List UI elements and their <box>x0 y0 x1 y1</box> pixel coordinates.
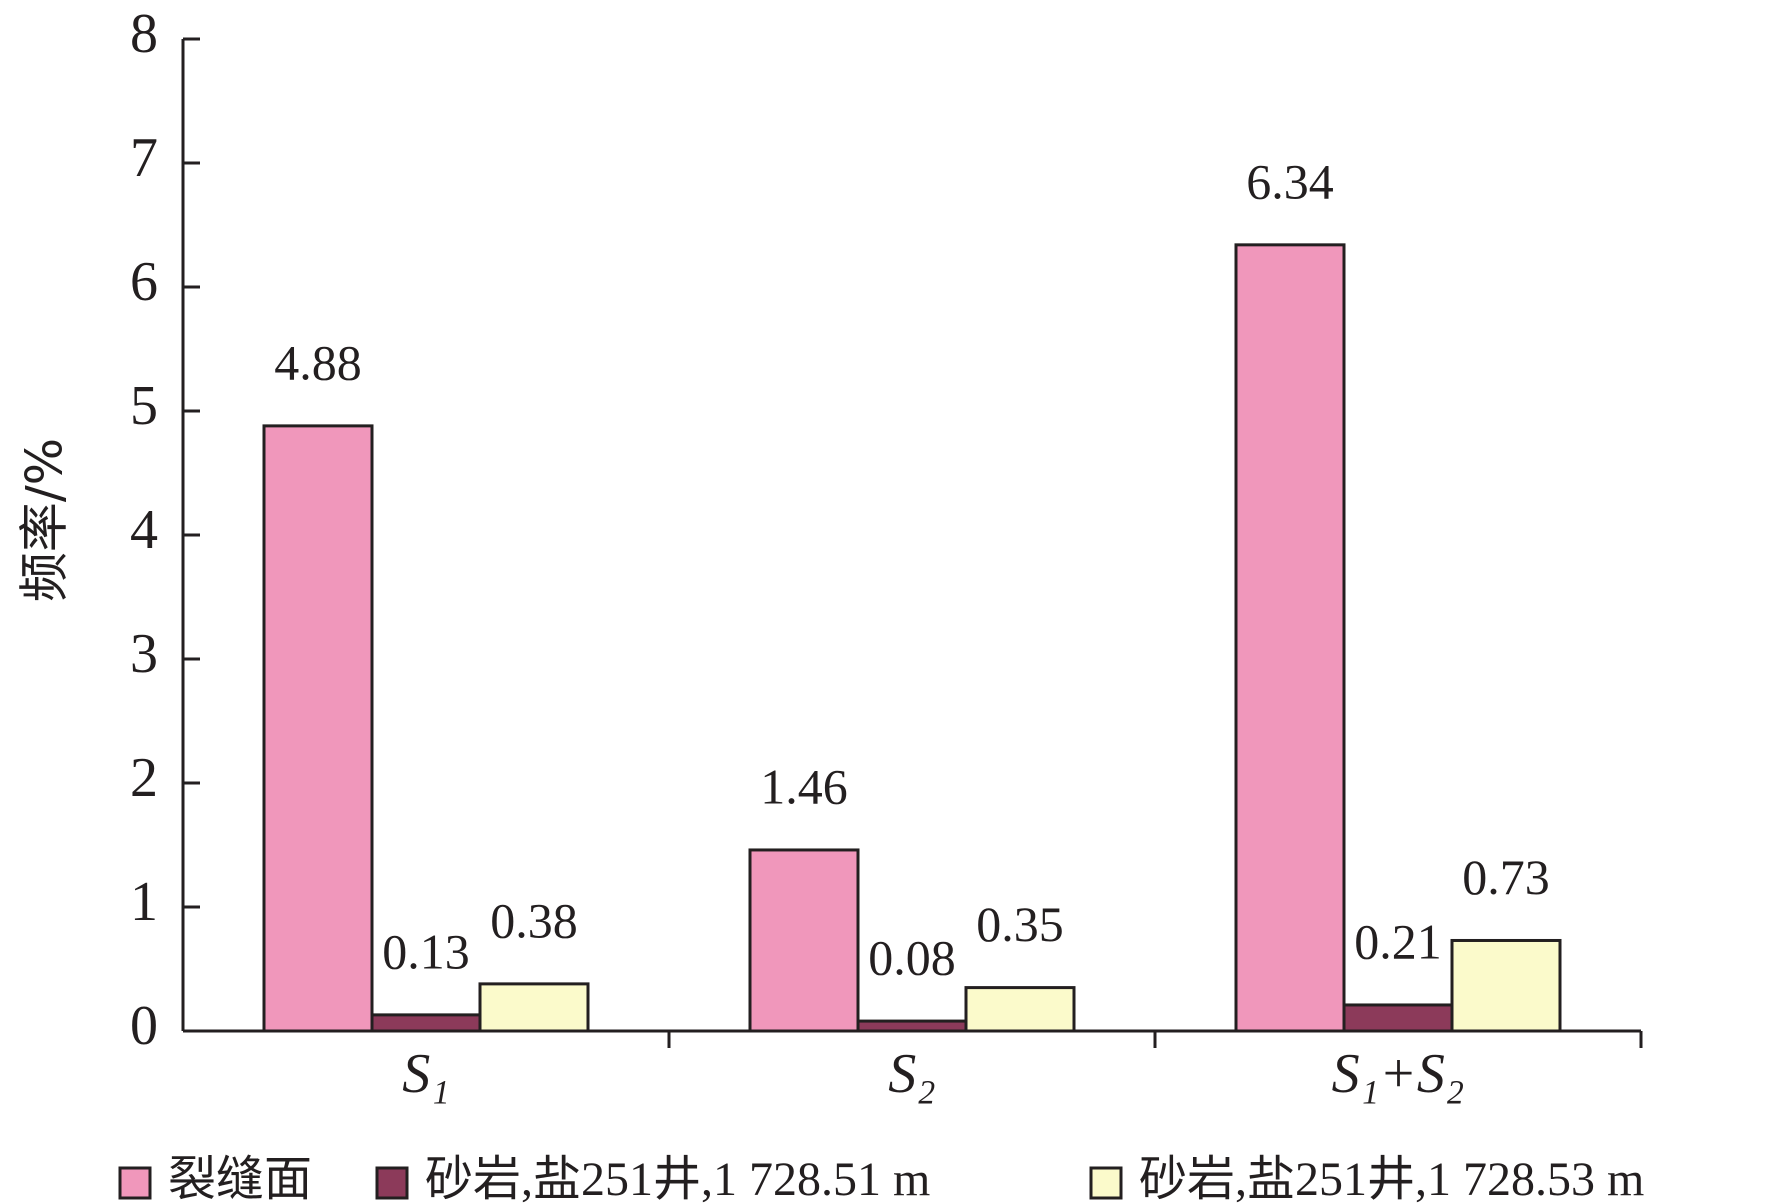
y-tick-label: 0 <box>130 995 158 1057</box>
x-tick-label: S₂ <box>888 1043 935 1105</box>
y-tick-label: 8 <box>130 3 158 65</box>
bar <box>748 848 860 1033</box>
y-tick-label: 3 <box>130 623 158 685</box>
legend-label: 砂岩,盐251井,1 728.53 m <box>1139 1153 1644 1204</box>
bar <box>1342 1003 1454 1033</box>
value-label: 0.21 <box>1354 913 1442 969</box>
bar <box>262 424 374 1033</box>
value-label: 0.38 <box>490 892 578 948</box>
y-tick-label: 5 <box>130 375 158 437</box>
bar <box>478 982 590 1033</box>
x-tick-label: S₁ <box>402 1043 449 1105</box>
y-tick-label: 6 <box>130 251 158 313</box>
y-axis-label: 频率/% <box>16 438 74 602</box>
y-tick-label: 7 <box>130 127 158 189</box>
value-label: 0.08 <box>868 930 956 986</box>
y-tick-label: 4 <box>130 499 158 561</box>
legend-swatch <box>1089 1166 1123 1200</box>
y-tick-label: 2 <box>130 747 158 809</box>
value-label: 0.73 <box>1462 849 1550 905</box>
bar <box>370 1013 482 1033</box>
value-label: 1.46 <box>760 758 848 814</box>
legend-label: 砂岩,盐251井,1 728.51 m <box>425 1153 930 1204</box>
bar <box>964 986 1076 1033</box>
value-label: 0.13 <box>382 923 470 979</box>
value-label: 6.34 <box>1246 153 1334 209</box>
x-tick-label: S₁+S₂ <box>1332 1043 1465 1105</box>
bar <box>1234 243 1346 1033</box>
bar <box>1450 938 1562 1033</box>
value-label: 0.35 <box>976 896 1064 952</box>
y-tick-label: 1 <box>130 871 158 933</box>
legend-label: 裂缝面 <box>168 1153 312 1204</box>
legend-swatch <box>375 1166 409 1200</box>
bar <box>856 1019 968 1033</box>
value-label: 4.88 <box>274 334 362 390</box>
legend-swatch <box>118 1166 152 1200</box>
